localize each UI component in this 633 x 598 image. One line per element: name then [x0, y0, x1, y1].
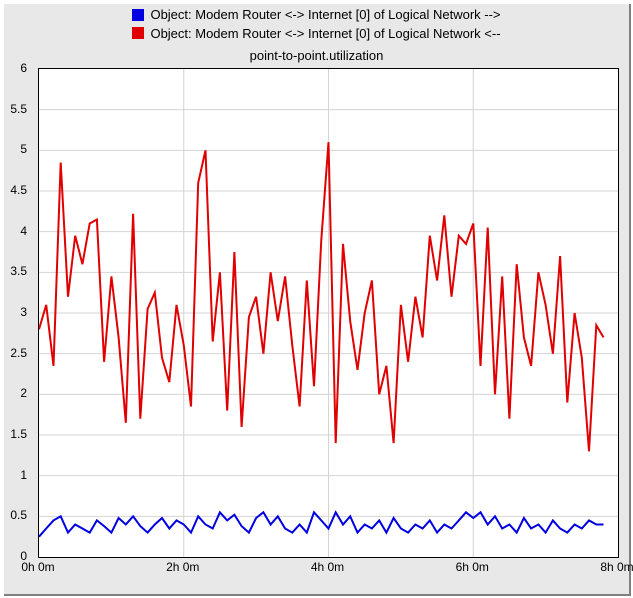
legend-item-inbound: Object: Modem Router <-> Internet [0] of… — [132, 25, 500, 42]
plot-area — [38, 68, 619, 558]
legend-label-outbound: Object: Modem Router <-> Internet [0] of… — [150, 6, 500, 23]
ytick-label: 6 — [0, 61, 27, 75]
ytick-label: 5 — [0, 142, 27, 156]
ytick-label: 3 — [0, 305, 27, 319]
legend-item-outbound: Object: Modem Router <-> Internet [0] of… — [132, 6, 500, 23]
legend-swatch-outbound — [132, 9, 144, 21]
xtick-label: 0h 0m — [8, 560, 68, 574]
xtick-label: 4h 0m — [298, 560, 358, 574]
ytick-label: 4 — [0, 224, 27, 238]
series-inbound — [39, 142, 604, 451]
chart-panel: Object: Modem Router <-> Internet [0] of… — [4, 4, 631, 596]
ytick-label: 4.5 — [0, 183, 27, 197]
chart-svg — [39, 69, 618, 557]
xtick-label: 8h 0m — [587, 560, 633, 574]
ytick-label: 0.5 — [0, 508, 27, 522]
ytick-label: 5.5 — [0, 102, 27, 116]
chart-title: point-to-point.utilization — [4, 48, 629, 63]
legend: Object: Modem Router <-> Internet [0] of… — [4, 6, 629, 43]
ytick-label: 2 — [0, 386, 27, 400]
legend-label-inbound: Object: Modem Router <-> Internet [0] of… — [150, 25, 500, 42]
xtick-label: 2h 0m — [153, 560, 213, 574]
ytick-label: 3.5 — [0, 264, 27, 278]
legend-swatch-inbound — [132, 27, 144, 39]
ytick-label: 2.5 — [0, 346, 27, 360]
ytick-label: 1.5 — [0, 427, 27, 441]
ytick-label: 1 — [0, 468, 27, 482]
xtick-label: 6h 0m — [442, 560, 502, 574]
